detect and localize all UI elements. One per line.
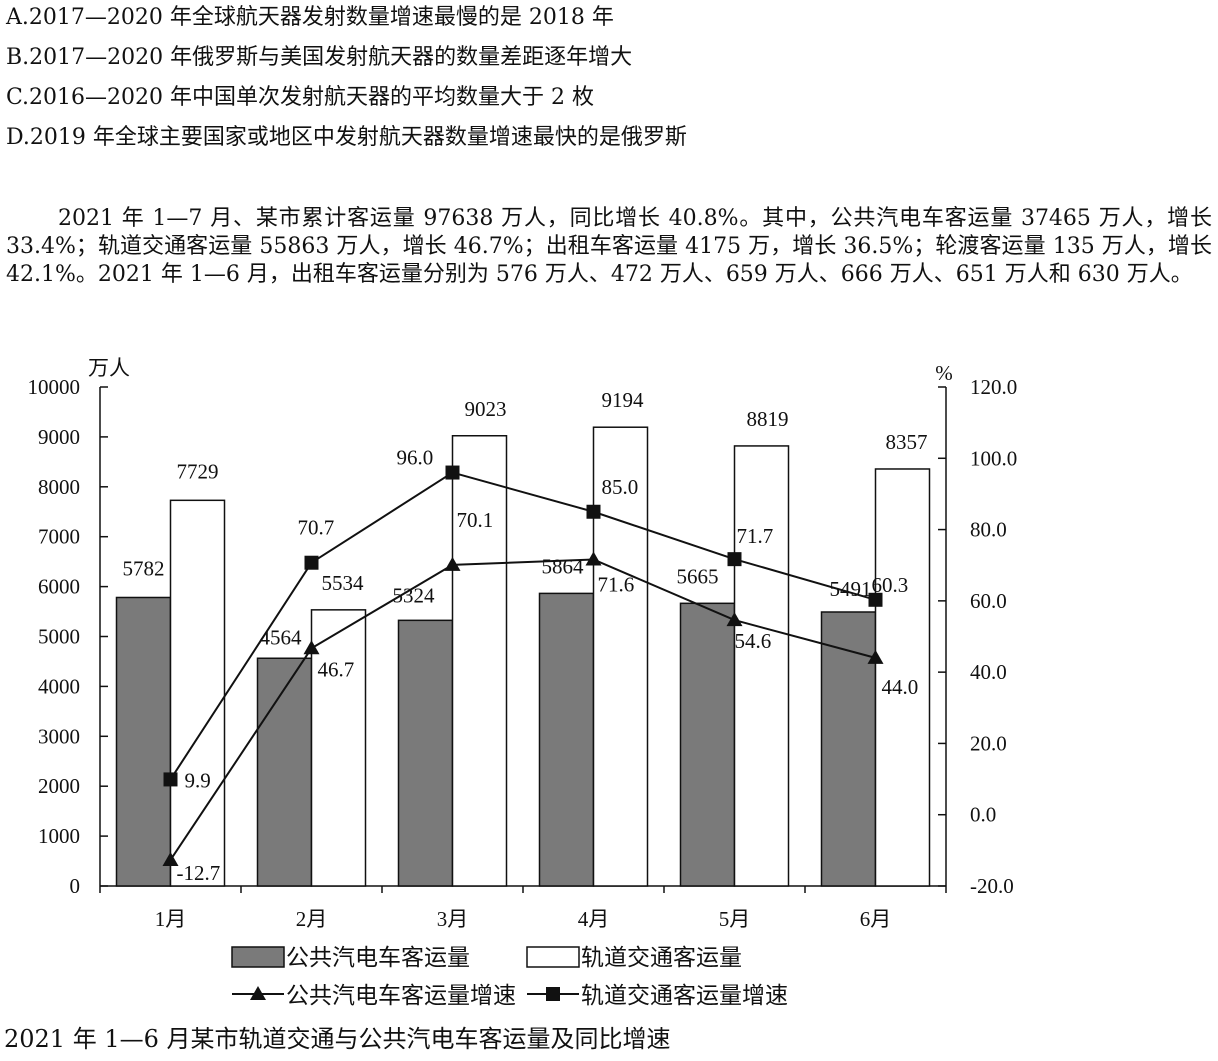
chart-bars <box>115 426 931 887</box>
x-tick-label: 4月 <box>578 907 610 931</box>
legend-swatch <box>526 946 580 968</box>
legend-swatch <box>231 946 285 968</box>
rail-growth-label: 70.7 <box>298 516 335 540</box>
passage-text: 2021 年 1—7 月、某市累计客运量 97638 万人，同比增长 40.8%… <box>6 206 1212 287</box>
bus-growth-line <box>169 558 876 861</box>
rail-growth-marker <box>727 552 742 567</box>
left-tick-label: 2000 <box>38 774 80 798</box>
chart-axes: 0 1000 2000 3000 4000 5000 6000 7000 8000 9000 100… <box>28 356 1018 931</box>
bus-growth-marker <box>585 551 602 566</box>
left-tick-label: 8000 <box>38 475 80 499</box>
rail-value-label: 9194 <box>602 388 645 412</box>
left-tick-label: 4000 <box>38 674 80 698</box>
x-tick-label: 5月 <box>719 907 751 931</box>
right-tick-label: 60.0 <box>970 589 1007 613</box>
bus-value-label: 5665 <box>677 564 719 588</box>
rail-growth-label: 96.0 <box>397 446 434 470</box>
bus-bar <box>397 619 454 887</box>
bus-growth-marker <box>726 612 743 627</box>
left-tick-label: 10000 <box>28 375 81 399</box>
rail-growth-label: 9.9 <box>185 768 211 792</box>
option-b: B.2017—2020 年俄罗斯与美国发射航天器的数量差距逐年增大 <box>6 45 633 70</box>
right-tick-label: 100.0 <box>970 446 1017 470</box>
bus-growth-label: 70.1 <box>457 508 494 532</box>
bus-value-label: 5864 <box>542 554 585 578</box>
rail-growth-marker <box>586 504 601 519</box>
bus-bar <box>538 592 595 887</box>
option-d: D.2019 年全球主要国家或地区中发射航天器数量增速最快的是俄罗斯 <box>6 125 687 150</box>
bus-growth-label: 54.6 <box>735 629 772 653</box>
rail-bar <box>451 435 508 887</box>
bus-value-label: 5782 <box>123 556 165 580</box>
left-tick-label: 5000 <box>38 625 80 649</box>
bus-bar <box>820 611 877 887</box>
left-tick-label: 9000 <box>38 425 80 449</box>
bus-growth-label: 71.6 <box>598 573 635 597</box>
legend-label: 轨道交通客运量增速 <box>581 983 788 1008</box>
rail-value-label: 7729 <box>177 459 219 483</box>
legend-label: 公共汽电车客运量 <box>286 945 470 970</box>
x-tick-label: 1月 <box>155 907 187 931</box>
rail-growth-marker <box>304 555 319 570</box>
rail-value-label: 8819 <box>747 407 789 431</box>
option-c: C.2016—2020 年中国单次发射航天器的平均数量大于 2 枚 <box>6 85 594 110</box>
bus-value-label: 4564 <box>260 625 303 649</box>
rail-growth-line <box>169 471 876 780</box>
bus-growth-label: 44.0 <box>882 675 919 699</box>
rail-growth-label: 60.3 <box>872 573 909 597</box>
rail-growth-marker <box>868 592 883 607</box>
bus-growth-label: -12.7 <box>177 861 221 885</box>
right-axis-unit: % <box>935 361 953 385</box>
bus-value-label: 5324 <box>393 583 436 607</box>
x-tick-label: 3月 <box>437 907 469 931</box>
left-tick-label: 3000 <box>38 724 80 748</box>
legend-marker <box>250 986 266 1000</box>
rail-bar <box>874 468 931 887</box>
bus-growth-marker <box>303 640 320 655</box>
bus-growth-marker <box>867 649 884 664</box>
rail-bar <box>169 499 226 887</box>
legend-marker <box>546 987 560 1001</box>
bus-growth-label: 46.7 <box>318 657 355 681</box>
chart-lines <box>162 465 884 866</box>
right-tick-label: 0.0 <box>970 803 996 827</box>
bus-growth-marker <box>162 851 179 866</box>
chart-data-labels: 5782 4564 5324 5864 5665 5491 7729 5534 9023 9194… <box>123 388 928 885</box>
legend-label: 轨道交通客运量 <box>581 945 742 970</box>
legend-label: 公共汽电车客运量增速 <box>286 983 516 1008</box>
chart-caption: 2021 年 1—6 月某市轨道交通与公共汽电车客运量及同比增速 <box>4 1025 671 1053</box>
option-a: A.2017—2020 年全球航天器发射数量增速最慢的是 2018 年 <box>6 5 614 30</box>
left-tick-label: 0 <box>70 874 81 898</box>
right-tick-label: -20.0 <box>970 874 1014 898</box>
rail-bar <box>733 445 790 887</box>
rail-value-label: 5534 <box>322 571 365 595</box>
left-axis-unit: 万人 <box>88 356 130 380</box>
rail-bar <box>592 426 649 887</box>
right-tick-label: 40.0 <box>970 660 1007 684</box>
bus-value-label: 5491 <box>830 577 872 601</box>
rail-value-label: 9023 <box>465 397 507 421</box>
rail-growth-marker <box>163 772 178 787</box>
bus-bar <box>115 596 172 887</box>
left-tick-label: 7000 <box>38 525 80 549</box>
chart: 0 1000 2000 3000 4000 5000 6000 7000 8000 9000 100… <box>28 356 1018 1008</box>
right-tick-label: 20.0 <box>970 731 1007 755</box>
left-tick-label: 1000 <box>38 824 80 848</box>
bus-growth-marker <box>444 556 461 571</box>
rail-growth-label: 85.0 <box>602 475 639 499</box>
bus-bar <box>679 602 736 887</box>
rail-growth-label: 71.7 <box>737 524 774 548</box>
rail-growth-marker <box>445 465 460 480</box>
right-tick-label: 80.0 <box>970 518 1007 542</box>
rail-value-label: 8357 <box>886 430 928 454</box>
x-tick-label: 2月 <box>296 907 328 931</box>
x-tick-label: 6月 <box>860 907 892 931</box>
rail-bar <box>310 609 367 887</box>
left-tick-label: 6000 <box>38 575 80 599</box>
right-tick-label: 120.0 <box>970 375 1017 399</box>
bus-bar <box>256 657 313 887</box>
